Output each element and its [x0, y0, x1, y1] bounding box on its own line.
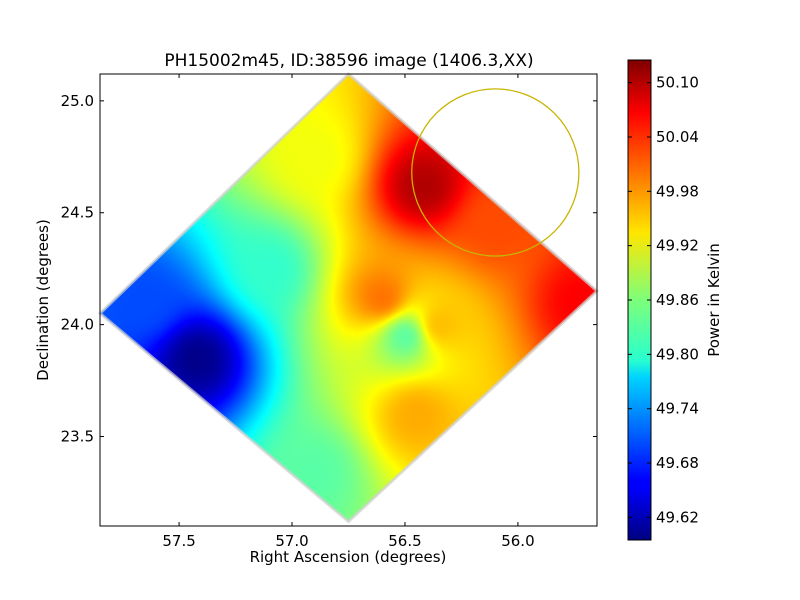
- colorbar-tick-label: 49.68: [656, 454, 699, 472]
- x-axis-label: Right Ascension (degrees): [250, 548, 447, 566]
- x-tick-label: 57.0: [275, 532, 308, 550]
- colorbar-tick-label: 49.92: [656, 237, 699, 255]
- colorbar-tick-label: 49.80: [656, 345, 699, 363]
- y-tick-label: 24.5: [61, 204, 94, 222]
- colorbar-tick-label: 49.98: [656, 182, 699, 200]
- colorbar-tick-label: 49.86: [656, 291, 699, 309]
- x-tick-label: 57.5: [162, 532, 195, 550]
- colorbar: 50.10 50.04 49.98 49.92 49.86 49.80 49.74 49.68…: [627, 59, 723, 541]
- colorbar-tick-label: 49.74: [656, 400, 699, 418]
- plot-area: 57.5 57.0 56.5 56.0 25.0 24.5 24.0 23.5: [61, 71, 600, 550]
- colorbar-tick-label: 49.62: [656, 508, 699, 526]
- x-tick-label: 56.0: [501, 532, 534, 550]
- y-tick-label: 23.5: [61, 427, 94, 445]
- colorbar-label: Power in Kelvin: [705, 243, 723, 357]
- colorbar-gradient: [628, 60, 651, 540]
- annotation-circle: [411, 88, 580, 257]
- x-axis-ticks: 57.5 57.0 56.5 56.0: [162, 74, 535, 550]
- colorbar-tick-label: 50.10: [656, 74, 699, 92]
- colorbar-tick-label: 50.04: [656, 128, 699, 146]
- axes-frame: [99, 73, 598, 527]
- footprint-edge: [97, 71, 600, 524]
- y-axis-label: Declination (degrees): [34, 219, 52, 381]
- y-tick-label: 24.0: [61, 316, 94, 334]
- y-axis-ticks: 25.0 24.5 24.0 23.5: [61, 92, 597, 445]
- y-tick-label: 25.0: [61, 92, 94, 110]
- colorbar-ticks: 50.10 50.04 49.98 49.92 49.86 49.80 49.74 49.68…: [628, 74, 699, 526]
- x-tick-label: 56.5: [388, 532, 421, 550]
- chart-title: PH15002m45, ID:38596 image (1406.3,XX): [164, 51, 533, 71]
